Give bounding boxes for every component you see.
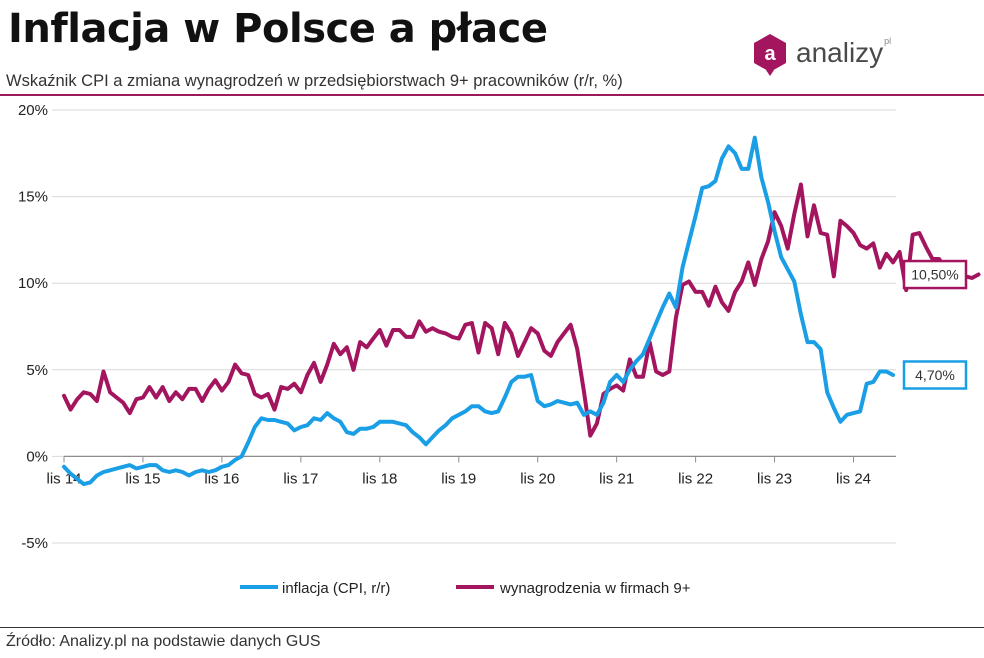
- x-tick-label: lis 18: [362, 470, 397, 487]
- legend-label: wynagrodzenia w firmach 9+: [499, 580, 691, 597]
- inflation-series-line: [62, 135, 895, 487]
- header-divider: [0, 94, 984, 96]
- wages-end-label: 10,50%: [911, 267, 958, 283]
- footer-divider: [0, 627, 984, 628]
- logo-superscript: pl: [884, 36, 892, 46]
- x-tick-label: lis 20: [520, 470, 555, 487]
- y-tick-label: -5%: [21, 535, 48, 552]
- gridlines: [52, 109, 896, 544]
- x-tick-label: lis 23: [757, 470, 792, 487]
- legend-item-inflation[interactable]: inflacja (CPI, r/r): [240, 580, 390, 597]
- svg-text:a: a: [764, 43, 776, 65]
- chart-legend[interactable]: inflacja (CPI, r/r) wynagrodzenia w firma…: [240, 580, 691, 597]
- line-chart: -5%0%5%10%15%20% lis 14 lis 15 lis 16 lis 1…: [18, 102, 981, 597]
- y-tick-label: 5%: [26, 362, 48, 379]
- page-title: Inflacja w Polsce a płace: [8, 6, 548, 52]
- x-tick-label: lis 21: [599, 470, 634, 487]
- y-tick-label: 10%: [18, 275, 48, 292]
- y-tick-label: 0%: [26, 448, 48, 465]
- wages-series-line: [62, 182, 981, 438]
- wages-end-label-box: [902, 259, 968, 290]
- y-axis-ticks: -5% 0% 5% 10% 15% 20%: [18, 102, 48, 552]
- source-note: Źródło: Analizy.pl na podstawie danych G…: [6, 633, 321, 650]
- x-tick-label: lis 16: [204, 470, 239, 487]
- x-tick-label: lis 17: [283, 470, 318, 487]
- y-tick-label: 20%: [18, 102, 48, 119]
- y-tick-label: 15%: [18, 189, 48, 206]
- series-lines: [62, 135, 981, 487]
- logo-mark-icon: a: [754, 34, 786, 76]
- logo-text: analizy: [796, 37, 884, 68]
- x-tick-label: lis 24: [836, 470, 871, 487]
- brand-logo[interactable]: a analizy pl: [752, 33, 891, 77]
- page-subtitle: Wskaźnik CPI a zmiana wynagrodzeń w prze…: [6, 72, 623, 90]
- x-tick-label: lis 22: [678, 470, 713, 487]
- legend-item-wages[interactable]: wynagrodzenia w firmach 9+: [456, 580, 691, 597]
- x-tick-label: lis 19: [441, 470, 476, 487]
- legend-label: inflacja (CPI, r/r): [282, 580, 390, 597]
- inflation-end-label: 4,70%: [915, 367, 955, 383]
- x-axis-ticks: lis 14 lis 15 lis 16 lis 17 lis 18 lis 19 lis …: [46, 456, 871, 487]
- inflation-end-label-box: [902, 360, 968, 390]
- end-value-labels: 4,70% 10,50%: [902, 259, 968, 390]
- x-tick-label: lis 15: [125, 470, 160, 487]
